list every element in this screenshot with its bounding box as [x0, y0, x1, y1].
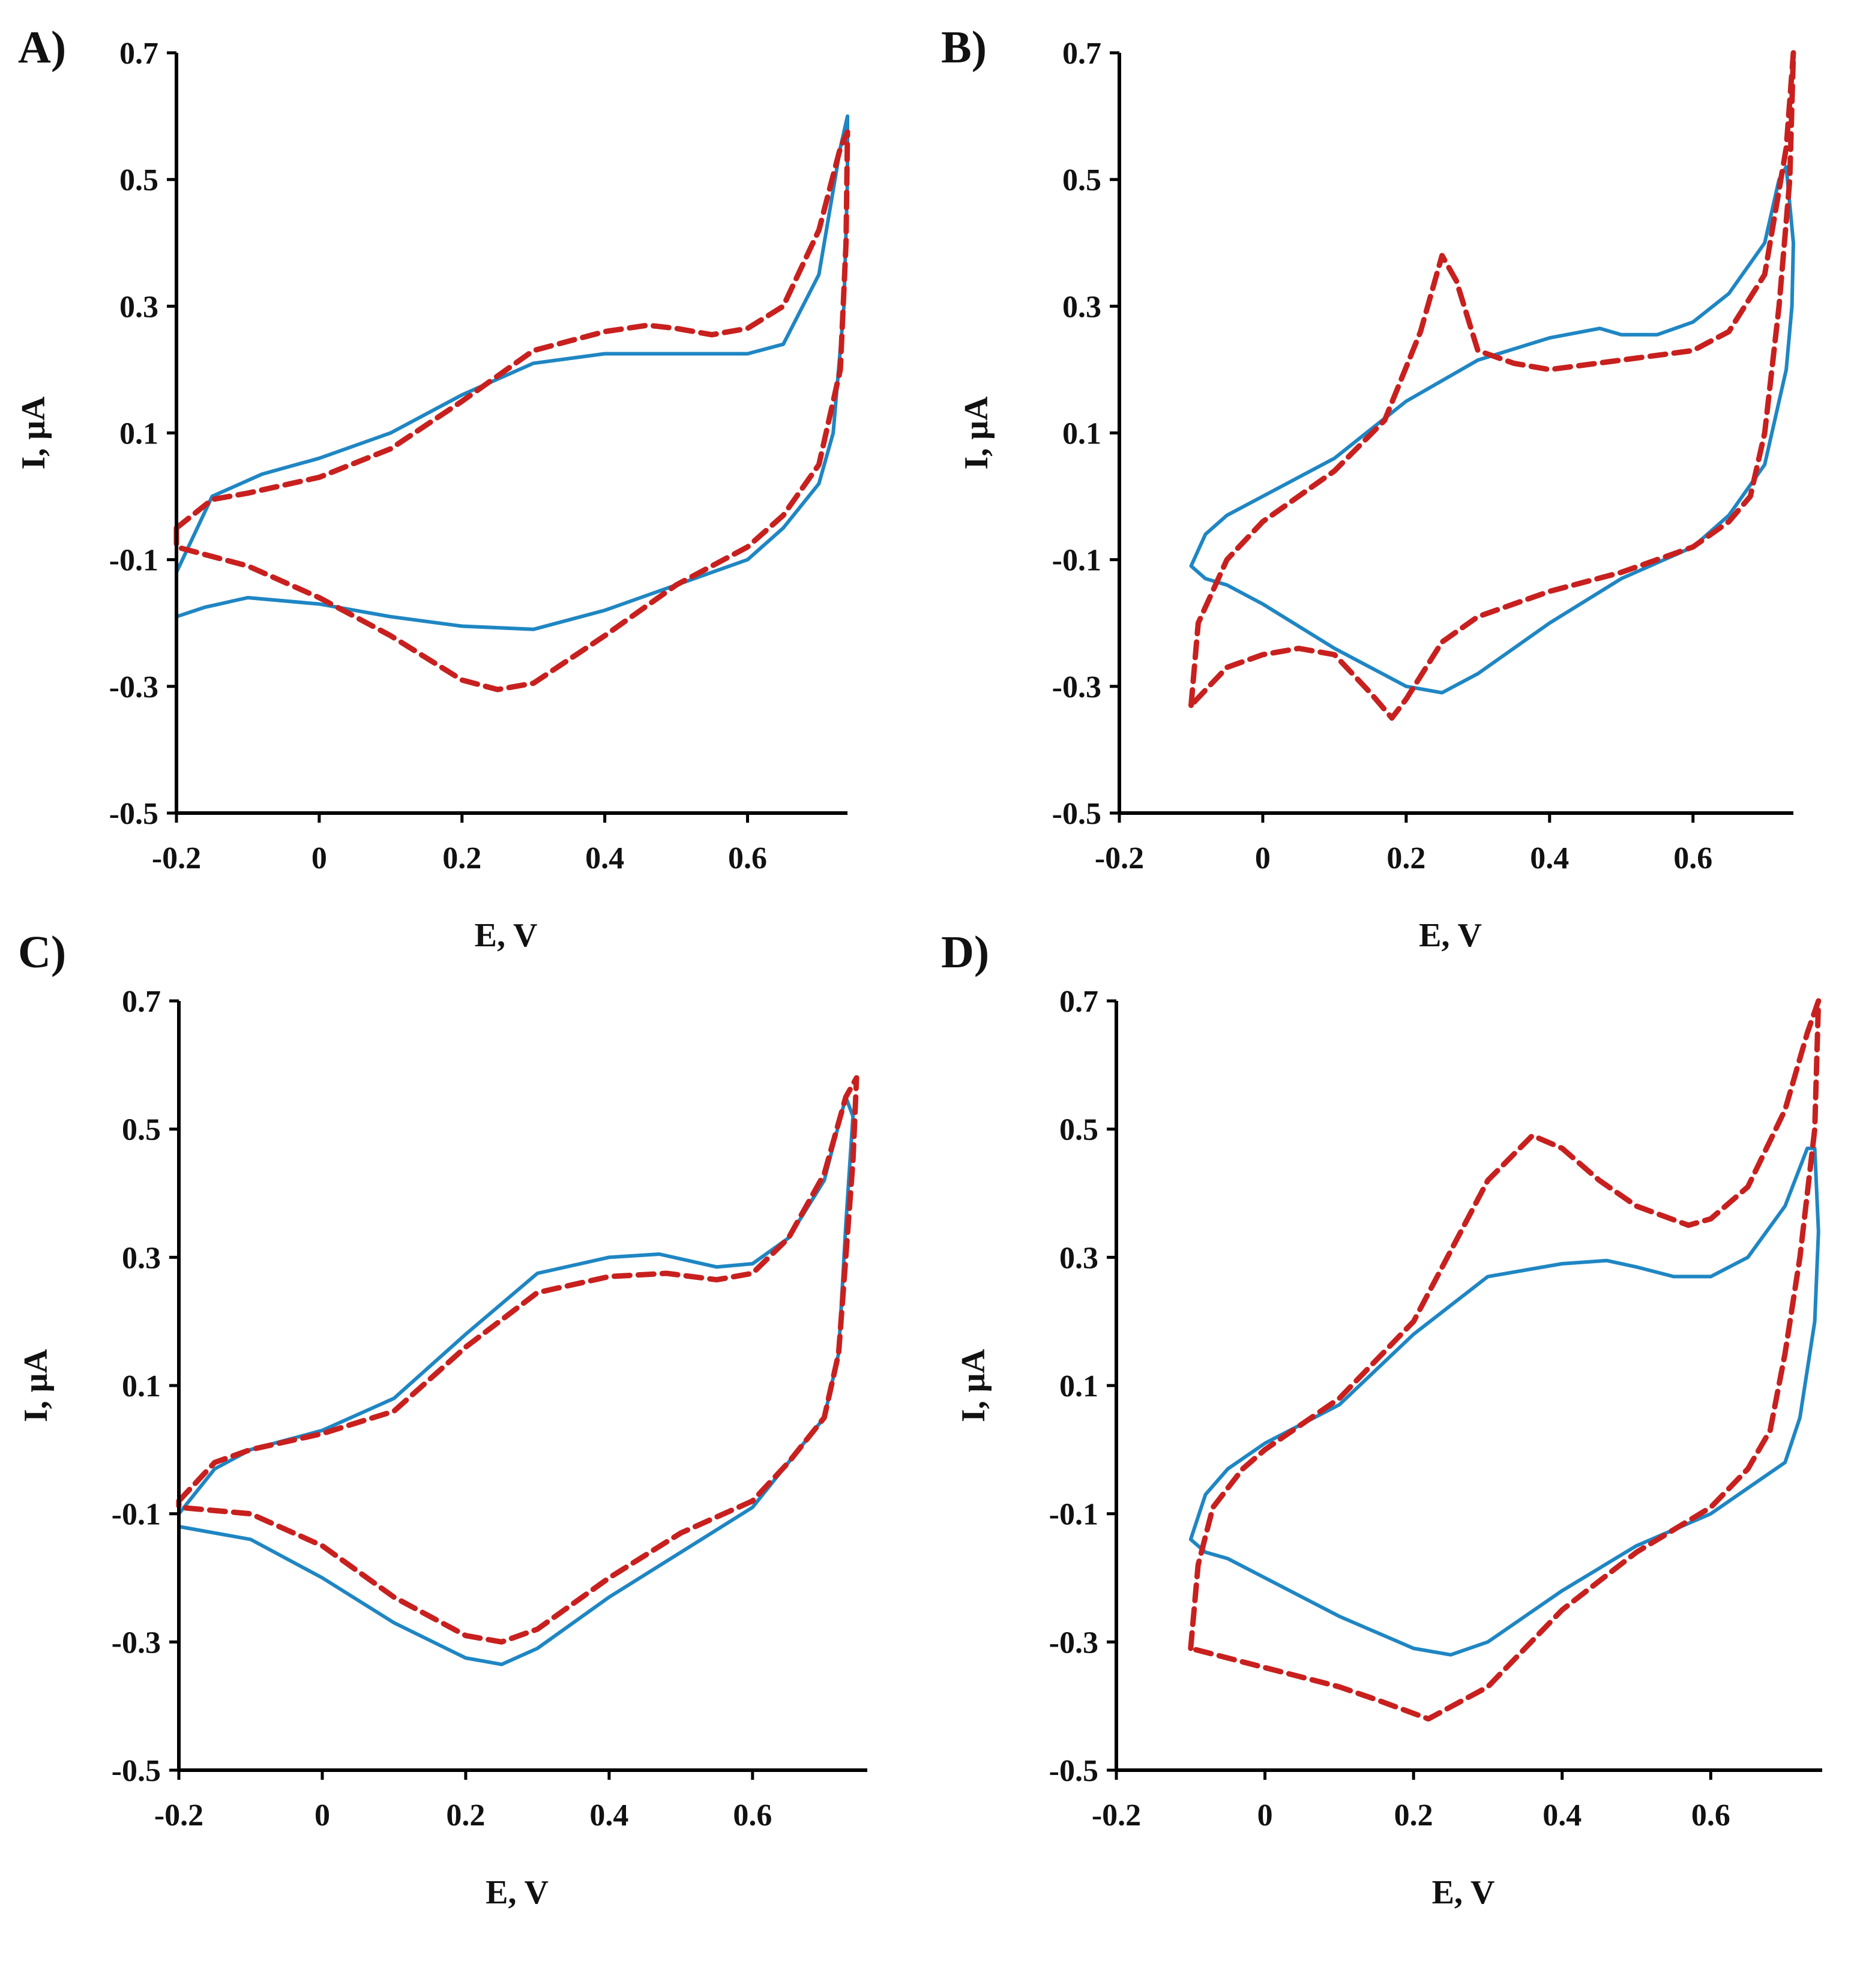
y-tick-label: -0.5: [1052, 797, 1101, 831]
chart-panel-2: B) -0.5 -0.3 -0.1 0.1 0.3 0.5 0.7 -0.2 0 0.2 0.4 0.6…: [941, 22, 1796, 954]
x-tick-label: 0.6: [1691, 1798, 1730, 1833]
x-tick-label: 0: [312, 841, 327, 875]
y-tick-label: -0.3: [109, 670, 158, 704]
y-tick-label: 0.7: [1059, 985, 1098, 1019]
series-line-dashed: [1188, 50, 1796, 721]
x-axis-title: E, V: [1432, 1874, 1495, 1911]
x-tick-label: 0: [1257, 1798, 1273, 1833]
panel-label: C): [18, 927, 66, 977]
x-tick-label: 0.2: [442, 841, 481, 875]
y-tick-label: -0.3: [1049, 1626, 1098, 1660]
x-tick-label: 0: [315, 1798, 330, 1833]
x-tick-label: 0.2: [446, 1798, 485, 1833]
y-axis-title: I, μA: [15, 396, 52, 470]
y-tick-label: 0.5: [1062, 163, 1101, 197]
panel-label: A): [18, 22, 66, 73]
y-tick-label: 0.1: [1062, 417, 1101, 451]
x-tick-label: 0.4: [1542, 1798, 1582, 1833]
y-tick-label: 0.7: [122, 985, 161, 1019]
x-axis-title: E, V: [486, 1874, 549, 1911]
series-line-solid: [1188, 1146, 1820, 1657]
y-tick-label: -0.1: [1052, 544, 1101, 578]
y-tick-label: 0.3: [1059, 1241, 1098, 1275]
y-tick-label: 0.5: [1059, 1113, 1098, 1147]
panel-label: B): [941, 22, 987, 73]
y-axis-title: I, μA: [17, 1348, 55, 1422]
y-tick-label: -0.1: [109, 544, 158, 578]
chart-panel-1: A) -0.5 -0.3 -0.1 0.1 0.3 0.5 0.7 -0.2 0 0.2 0.4 0.6…: [15, 22, 850, 954]
y-tick-label: -0.5: [1049, 1754, 1098, 1788]
x-tick-label: 0: [1255, 841, 1271, 875]
x-tick-label: -0.2: [1095, 841, 1144, 875]
y-tick-label: -0.1: [112, 1498, 161, 1532]
y-tick-label: -0.5: [112, 1754, 161, 1788]
y-axis-title: I, μA: [958, 396, 995, 470]
series-line-dashed: [176, 1075, 859, 1645]
y-tick-label: -0.1: [1049, 1498, 1098, 1532]
series-line-dashed: [173, 129, 850, 692]
series-line-solid: [177, 1095, 855, 1666]
y-tick-label: 0.5: [119, 163, 158, 197]
panel-label: D): [941, 927, 989, 977]
y-tick-label: 0.7: [1062, 37, 1101, 71]
x-tick-label: 0.2: [1394, 1798, 1433, 1833]
y-tick-label: 0.1: [1059, 1369, 1098, 1404]
x-tick-label: 0.6: [733, 1798, 772, 1833]
y-tick-label: 0.3: [119, 290, 158, 324]
x-tick-label: 0.2: [1386, 841, 1425, 875]
y-tick-label: 0.3: [1062, 290, 1101, 324]
x-tick-label: 0.6: [728, 841, 767, 875]
x-tick-label: 0.4: [1530, 841, 1569, 875]
y-tick-label: 0.7: [119, 37, 158, 71]
y-tick-label: -0.5: [109, 797, 158, 831]
series-line-dashed: [1188, 998, 1822, 1722]
x-tick-label: -0.2: [1092, 1798, 1141, 1833]
x-axis-title: E, V: [475, 917, 538, 954]
x-tick-label: 0.4: [589, 1798, 628, 1833]
x-axis-title: E, V: [1419, 917, 1482, 954]
x-tick-label: -0.2: [152, 841, 201, 875]
y-tick-label: 0.3: [122, 1241, 161, 1275]
series-line-solid: [175, 114, 849, 631]
x-tick-label: 0.4: [585, 841, 624, 875]
y-tick-label: -0.3: [1052, 670, 1101, 704]
y-tick-label: -0.3: [112, 1626, 161, 1660]
chart-panel-4: D) -0.5 -0.3 -0.1 0.1 0.3 0.5 0.7 -0.2 0 0.2 0.4 0.6…: [941, 927, 1822, 1911]
y-tick-label: 0.1: [119, 417, 158, 451]
y-tick-label: 0.1: [122, 1369, 161, 1404]
chart-panel-3: C) -0.5 -0.3 -0.1 0.1 0.3 0.5 0.7 -0.2 0 0.2 0.4 0.6…: [17, 927, 867, 1911]
x-tick-label: -0.2: [154, 1798, 203, 1833]
x-tick-label: 0.6: [1673, 841, 1712, 875]
y-axis-title: I, μA: [955, 1348, 992, 1422]
y-tick-label: 0.5: [122, 1113, 161, 1147]
